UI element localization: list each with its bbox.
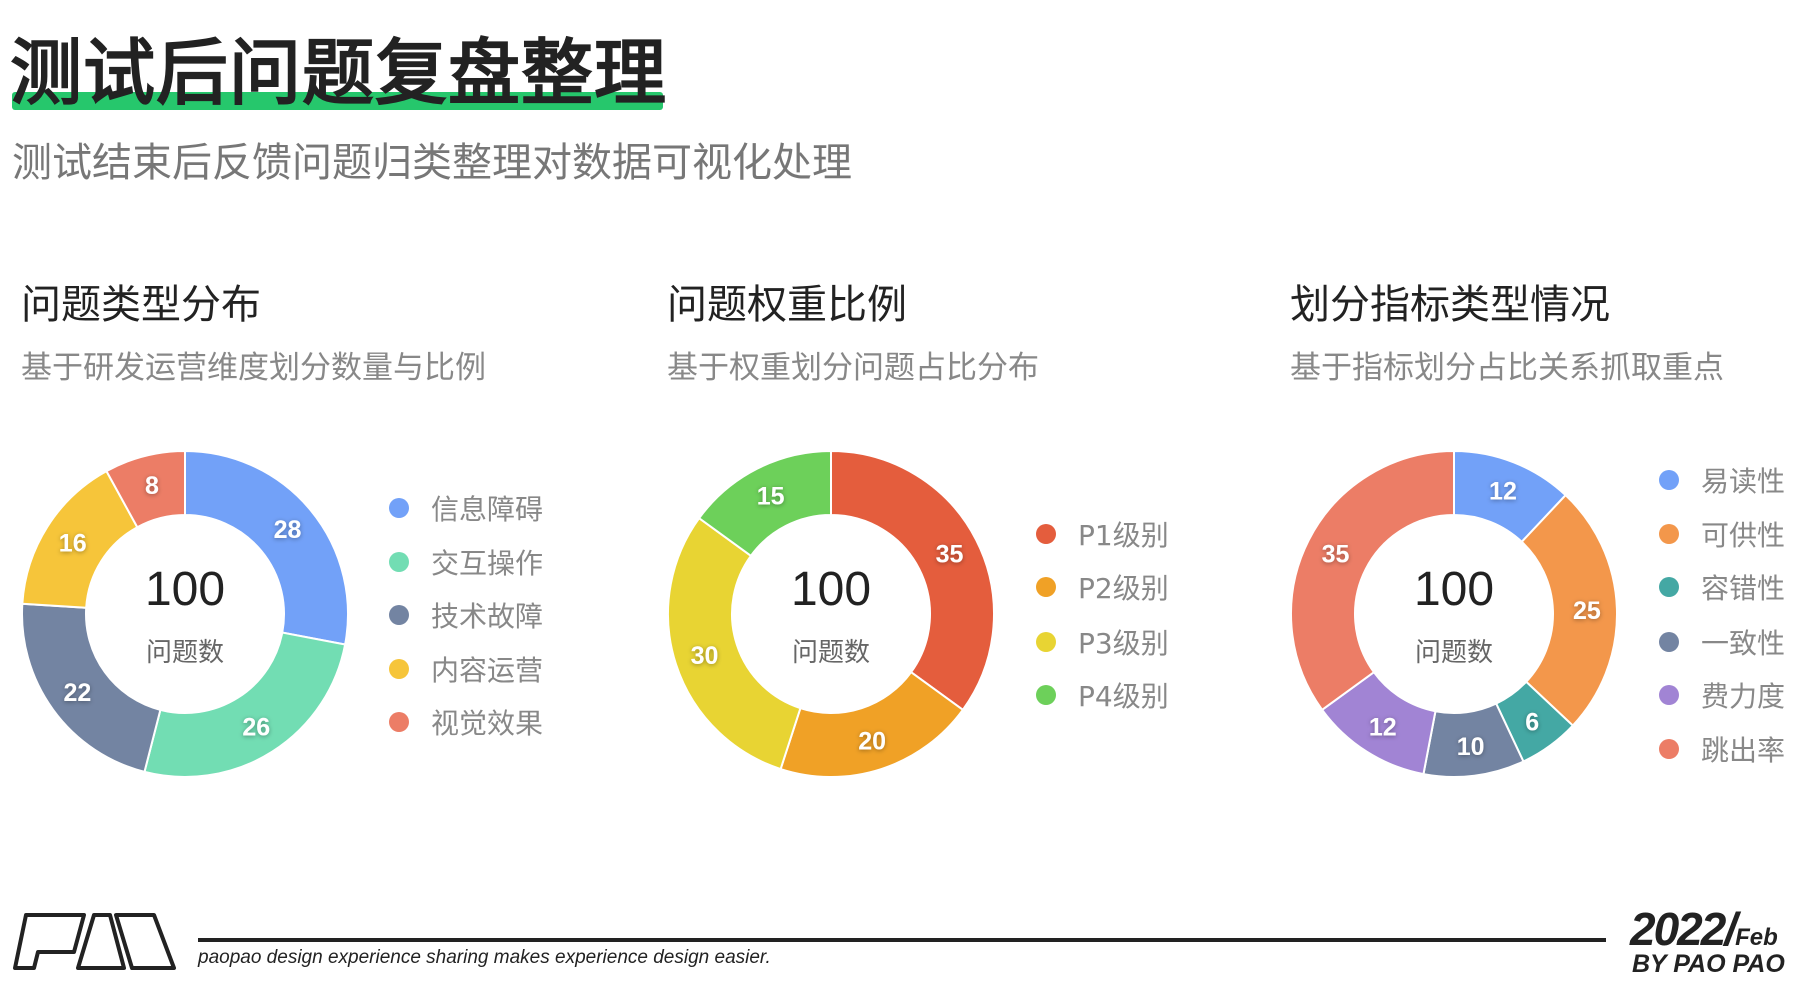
legend-label: P4级别 xyxy=(1078,680,1169,713)
page-subtitle: 测试结束后反馈问题归类整理对数据可视化处理 xyxy=(12,140,852,186)
slice-value-label: 22 xyxy=(63,679,91,707)
legend-dot-icon xyxy=(389,605,409,625)
footer-month: Feb xyxy=(1735,924,1778,951)
legend-item[interactable]: P3级别 xyxy=(1036,627,1169,660)
legend-label: 易读性 xyxy=(1701,465,1786,498)
center-label: 问题数 xyxy=(145,638,224,668)
donut-slice-1[interactable] xyxy=(184,449,349,646)
donut-chart: 12 25 6 10 12 35 100 问题数 xyxy=(1284,444,1624,784)
center-label: 问题数 xyxy=(791,638,870,668)
legend-item[interactable]: 视觉效果 xyxy=(389,707,543,740)
legend-item[interactable]: 技术故障 xyxy=(389,600,543,633)
donut-slice-4[interactable] xyxy=(697,449,832,558)
donut-slice-1[interactable] xyxy=(830,449,995,712)
legend-dot-icon xyxy=(389,498,409,518)
slice-value-label: 16 xyxy=(59,530,87,558)
footer-tagline: paopao design experience sharing makes e… xyxy=(198,947,771,968)
footer-byline: BY PAO PAO xyxy=(1632,950,1785,978)
legend-item[interactable]: 易读性 xyxy=(1659,465,1785,498)
legend-dot-icon xyxy=(389,552,409,572)
slice-value-label: 30 xyxy=(691,642,719,670)
legend-item[interactable]: 费力度 xyxy=(1659,680,1785,713)
slice-value-label: 10 xyxy=(1457,733,1485,761)
legend-label: P2级别 xyxy=(1078,572,1169,605)
donut-slice-6[interactable] xyxy=(1290,449,1455,712)
center-label: 问题数 xyxy=(1414,638,1493,668)
legend-dot-icon xyxy=(1659,470,1679,490)
legend-label: P3级别 xyxy=(1078,627,1169,660)
legend-item[interactable]: 交互操作 xyxy=(389,547,543,580)
legend-dot-icon xyxy=(1659,685,1679,705)
legend-dot-icon xyxy=(1036,685,1056,705)
footer-divider xyxy=(198,938,1606,942)
donut-chart: 35 20 30 15 100 问题数 xyxy=(661,444,1001,784)
legend-label: 内容运营 xyxy=(431,654,544,687)
donut-slice-2[interactable] xyxy=(143,631,347,778)
legend-dot-icon xyxy=(1036,632,1056,652)
footer-date: 2022/Feb xyxy=(1630,902,1778,956)
legend-label: 视觉效果 xyxy=(431,707,544,740)
donut-chart: 28 26 22 16 8 100 问题数 xyxy=(15,444,355,784)
chart-subtitle: 基于权重划分问题占比分布 xyxy=(667,350,1039,386)
legend-label: 费力度 xyxy=(1701,680,1786,713)
slice-value-label: 12 xyxy=(1369,713,1397,741)
legend-label: 信息障碍 xyxy=(431,493,544,526)
legend-item[interactable]: 内容运营 xyxy=(389,654,543,687)
slice-value-label: 8 xyxy=(145,472,159,500)
legend-item[interactable]: 可供性 xyxy=(1659,519,1785,552)
donut-slice-2[interactable] xyxy=(1520,493,1618,727)
chart-subtitle: 基于指标划分占比关系抓取重点 xyxy=(1290,350,1724,386)
donut-slice-3[interactable] xyxy=(21,602,162,774)
legend-dot-icon xyxy=(1659,524,1679,544)
donut-slice-5[interactable] xyxy=(105,449,186,529)
legend-item[interactable]: 跳出率 xyxy=(1659,734,1785,767)
legend-label: 容错性 xyxy=(1701,572,1786,605)
title-highlight-bar xyxy=(12,92,663,110)
legend-item[interactable]: P2级别 xyxy=(1036,572,1169,605)
legend-dot-icon xyxy=(389,712,409,732)
legend-label: 技术故障 xyxy=(431,600,544,633)
legend-label: 可供性 xyxy=(1701,519,1786,552)
legend-label: 交互操作 xyxy=(431,547,544,580)
legend-dot-icon xyxy=(389,659,409,679)
chart-title: 划分指标类型情况 xyxy=(1290,282,1610,328)
slice-value-label: 35 xyxy=(1322,541,1350,569)
slice-value-label: 25 xyxy=(1573,597,1601,625)
legend-item[interactable]: 容错性 xyxy=(1659,572,1785,605)
slice-value-label: 35 xyxy=(936,541,964,569)
chart-title: 问题类型分布 xyxy=(21,282,261,328)
slice-value-label: 28 xyxy=(274,516,302,544)
legend-dot-icon xyxy=(1036,524,1056,544)
donut-slice-3[interactable] xyxy=(667,516,802,771)
legend-dot-icon xyxy=(1659,739,1679,759)
slice-value-label: 6 xyxy=(1525,709,1539,737)
legend-label: 一致性 xyxy=(1701,627,1786,660)
legend-label: P1级别 xyxy=(1078,519,1169,552)
legend-dot-icon xyxy=(1036,577,1056,597)
footer-year: 2022/ xyxy=(1630,903,1737,955)
legend-dot-icon xyxy=(1659,632,1679,652)
legend-dot-icon xyxy=(1659,577,1679,597)
slice-value-label: 12 xyxy=(1489,477,1517,505)
legend-item[interactable]: 信息障碍 xyxy=(389,493,543,526)
slice-value-label: 15 xyxy=(757,482,785,510)
legend-label: 跳出率 xyxy=(1701,734,1786,767)
legend-item[interactable]: P1级别 xyxy=(1036,519,1169,552)
legend-item[interactable]: 一致性 xyxy=(1659,627,1785,660)
pao-logo xyxy=(12,912,177,972)
center-value: 100 xyxy=(790,563,872,616)
chart-subtitle: 基于研发运营维度划分数量与比例 xyxy=(21,350,486,386)
center-value: 100 xyxy=(1413,563,1495,616)
slice-value-label: 26 xyxy=(242,713,270,741)
chart-title: 问题权重比例 xyxy=(667,282,907,328)
legend-item[interactable]: P4级别 xyxy=(1036,680,1169,713)
page-title: 测试后问题复盘整理 xyxy=(10,31,668,115)
center-value: 100 xyxy=(144,563,226,616)
slice-value-label: 20 xyxy=(858,727,886,755)
